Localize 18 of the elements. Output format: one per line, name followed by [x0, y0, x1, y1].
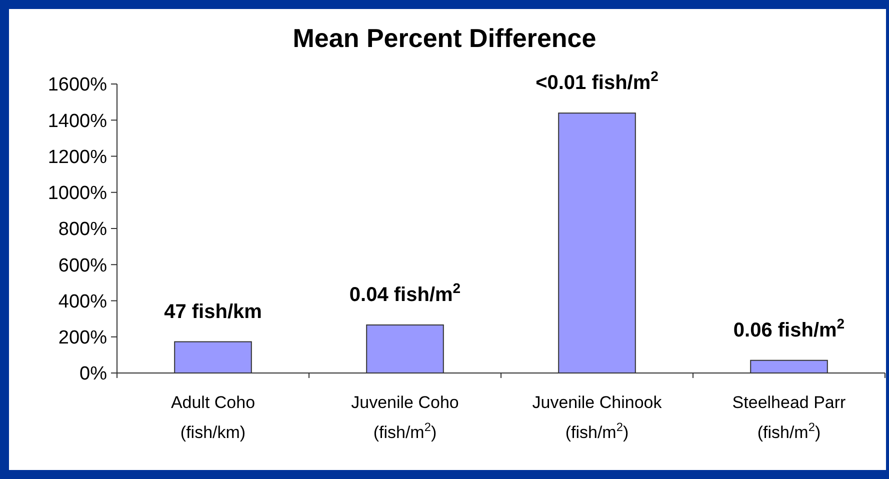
y-tick-label: 400% [58, 291, 108, 312]
y-tick-label: 1600% [48, 74, 108, 96]
annotation: <0.01 fish/m$^{2}$ [536, 68, 659, 94]
annotation: 0.04 fish/m$^{2}$ [349, 280, 461, 306]
annotation: 47 fish/km [164, 300, 262, 323]
y-tick-label: 1000% [48, 183, 108, 204]
x-tick-label: Adult Coho (fish/km) [170, 393, 256, 442]
y-tick-label: 1400% [48, 110, 108, 132]
annotation: 0.06 fish/m$^{2}$ [733, 315, 845, 342]
y-tick-label: 600% [58, 255, 108, 276]
chart-title: Mean Percent Difference [292, 23, 596, 53]
x-tick-label: Steelhead Parr (fish/m$^{2}$) [732, 393, 846, 442]
y-tick-label: 800% [58, 219, 108, 240]
y-tick-label: 200% [58, 328, 108, 349]
x-tick-label: Juvenile Chinook (fish/m$^{2}$) [532, 393, 662, 442]
y-tick-label: 0% [80, 364, 108, 385]
y-tick-label: 1200% [48, 146, 108, 168]
x-tick-label: Juvenile Coho (fish/m$^{2}$) [351, 393, 459, 442]
